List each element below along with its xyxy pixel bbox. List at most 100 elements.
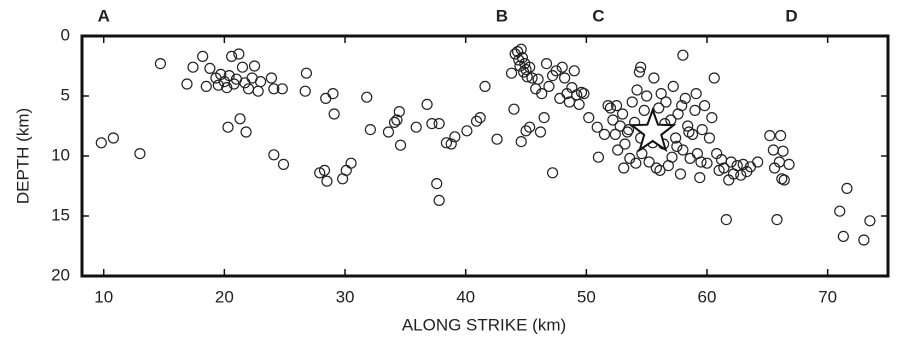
section-label: B (496, 6, 508, 25)
event-point (440, 137, 452, 149)
event-point (223, 69, 235, 82)
event-point (783, 158, 795, 170)
event-point (240, 126, 252, 138)
event-point (268, 149, 280, 161)
section-label: A (98, 6, 110, 25)
event-point (667, 80, 679, 93)
event-point (591, 121, 603, 133)
event-point (187, 61, 199, 73)
event-point (684, 152, 696, 164)
event-point (327, 87, 339, 100)
event-point (361, 91, 373, 103)
y-tick-label: 5 (61, 85, 70, 104)
event-point (248, 60, 261, 72)
x-tick-label: 50 (577, 287, 596, 306)
event-point (777, 145, 789, 157)
event-point (234, 113, 246, 125)
event-point (643, 156, 655, 168)
event-point (540, 57, 553, 70)
event-point (720, 214, 732, 226)
event-point (682, 120, 694, 132)
event-point (134, 148, 146, 160)
event-point (690, 87, 702, 100)
event-point (767, 144, 779, 156)
event-point (626, 96, 638, 108)
event-point (546, 167, 559, 179)
event-point (222, 121, 234, 133)
event-point (554, 92, 566, 105)
event-point (364, 124, 376, 136)
event-point (254, 75, 267, 88)
event-point (677, 49, 689, 61)
event-point (583, 111, 595, 124)
event-point (696, 124, 708, 136)
event-point (345, 157, 357, 169)
event-point (638, 104, 650, 117)
event-point (534, 126, 547, 138)
event-point (650, 162, 662, 174)
event-point (698, 99, 711, 112)
event-point (236, 61, 249, 73)
event-point (841, 182, 853, 194)
event-point (731, 160, 743, 172)
event-point (197, 50, 209, 63)
event-point (666, 151, 678, 163)
event-point (479, 80, 491, 93)
event-point (252, 85, 264, 97)
event-point (95, 137, 107, 149)
mainshock-star (628, 107, 677, 153)
event-point (233, 48, 245, 60)
event-point (718, 162, 730, 174)
event-point (215, 68, 227, 81)
event-point (573, 98, 585, 111)
event-point (602, 99, 614, 112)
event-point (181, 78, 193, 90)
event-point (776, 173, 788, 185)
event-point (737, 158, 749, 170)
event-point (516, 51, 529, 64)
x-tick-label: 20 (215, 287, 234, 306)
event-point (725, 156, 737, 168)
event-point (708, 72, 720, 84)
event-point (474, 111, 486, 124)
event-point (619, 138, 631, 150)
x-tick-label: 10 (94, 287, 113, 306)
event-point (226, 50, 238, 63)
event-point (340, 164, 352, 176)
event-point (689, 104, 701, 117)
event-point (686, 128, 699, 140)
event-point (653, 102, 665, 114)
event-point (515, 136, 527, 148)
event-point (592, 151, 605, 163)
event-point (277, 158, 290, 170)
y-tick-label: 20 (51, 265, 70, 284)
event-point (654, 164, 666, 176)
event-point (607, 114, 619, 126)
event-point (538, 111, 550, 124)
event-point (612, 144, 624, 156)
event-point (633, 66, 646, 78)
event-point (265, 72, 278, 84)
event-point (445, 138, 457, 150)
event-point (393, 105, 405, 118)
event-point (703, 132, 716, 144)
event-point (394, 139, 407, 151)
y-tick-label: 10 (51, 145, 70, 164)
event-point (641, 90, 653, 102)
event-point (568, 65, 580, 77)
event-point (491, 133, 503, 145)
event-point (618, 162, 630, 174)
event-point (864, 215, 876, 227)
event-point (660, 96, 672, 108)
event-point (604, 102, 617, 114)
event-point (609, 128, 621, 140)
event-point (300, 67, 313, 79)
event-point (556, 61, 568, 73)
event-point (622, 124, 635, 136)
event-point (610, 99, 623, 112)
event-point (520, 125, 532, 137)
event-point (771, 214, 783, 226)
event-point (200, 80, 212, 93)
event-point (636, 148, 648, 160)
event-point (204, 62, 216, 75)
